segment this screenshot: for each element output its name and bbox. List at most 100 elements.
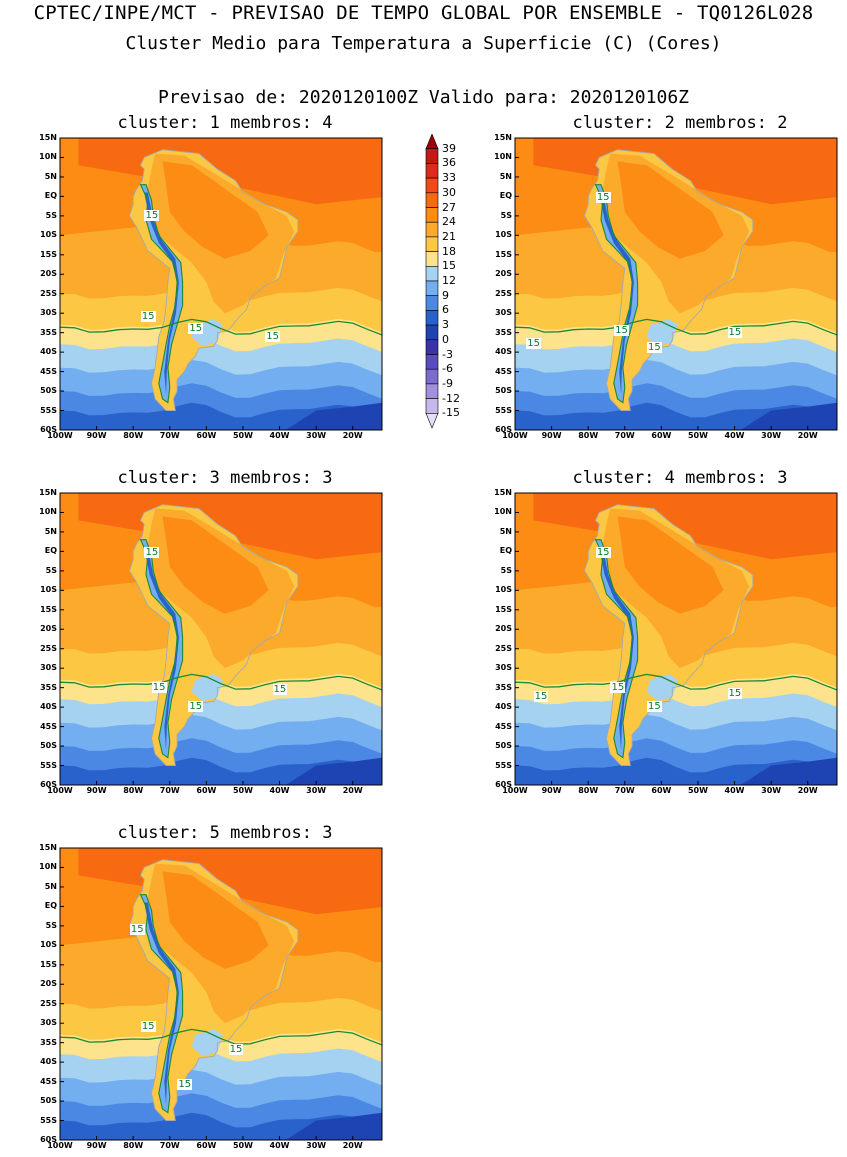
contour-label: 15 [727,326,743,338]
lon-tick-label: 60W [651,431,672,440]
legend-swatch [425,177,439,194]
contour-label: 15 [265,330,280,342]
lon-tick-label: 20W [797,786,818,795]
lat-tick-label: 25S [40,288,57,298]
lon-tick-label: 60W [196,1141,217,1150]
legend-level-label: 15 [442,259,456,273]
lat-tick-label: EQ [44,191,57,201]
lon-tick-label: 100W [47,1141,73,1150]
lon-tick-label: 80W [123,431,144,440]
map-plot-5 [59,847,383,1141]
lon-tick-label: 70W [159,431,180,440]
lat-tick-label: 15S [495,249,512,259]
lon-tick-label: 30W [761,786,782,795]
map-frame [59,492,383,786]
lat-tick-label: 5N [499,526,512,536]
contour-label: 15 [151,681,167,693]
legend-swatch [425,324,439,341]
hot-interior [162,161,269,259]
contour-label: 15 [144,209,160,221]
cold-area [285,757,382,785]
lat-tick-label: 10N [39,152,57,162]
lat-tick-label: 5S [45,920,57,930]
lat-tick-label: 20S [40,624,57,634]
lat-tick-label: 10S [495,585,512,595]
lat-tick-label: 55S [40,405,57,415]
legend-level-label: 30 [442,185,456,199]
lon-tick-label: 60W [651,786,672,795]
lat-tick-label: 15N [39,488,57,497]
contour-label: 15 [526,338,542,350]
lat-tick-label: EQ [44,901,57,911]
lat-tick-label: 20S [40,979,57,989]
lat-tick-label: 10N [494,507,512,517]
legend-level-label: 39 [442,141,456,155]
lon-tick-label: 90W [541,786,562,795]
lat-tick-label: 55S [40,1115,57,1125]
lon-tick-label: 50W [232,1141,253,1150]
lat-tick-label: 50S [40,741,57,751]
legend-swatch [425,207,439,223]
legend-swatch [425,295,439,311]
hot-interior [162,516,269,614]
legend-swatch [425,236,439,252]
contour-15c [515,673,837,691]
lat-tick-label: 45S [40,366,57,376]
legend-swatch [425,398,439,414]
lat-tick-label: 40S [495,702,512,712]
lat-tick-label: 25S [495,288,512,298]
lat-tick-label: 40S [40,702,57,712]
contour-label: 15 [647,342,662,354]
lat-tick-label: 10S [40,230,57,240]
coastline [129,149,299,411]
map-plot-4 [514,492,838,786]
legend-swatch [425,251,439,267]
contour-15c [515,318,837,336]
main-title: CPTEC/INPE/MCT - PREVISAO DE TEMPO GLOBA… [33,2,814,24]
lon-tick-label: 80W [578,431,599,440]
contour-15c-andes [139,894,184,1114]
lon-tick-label: 40W [269,1141,290,1150]
lat-tick-label: 5N [44,881,57,891]
legend-level-label: 27 [442,200,456,214]
contour-15c-andes [139,184,184,404]
hot-interior [617,516,724,614]
lat-tick-label: 35S [40,327,57,337]
lat-tick-label: 10N [39,507,57,517]
lat-tick-label: 15N [494,133,512,142]
legend-swatch [425,133,439,149]
lat-tick-label: 40S [40,1057,57,1067]
lat-tick-label: 10S [40,585,57,595]
legend-level-label: -9 [442,376,453,390]
coastline [129,504,299,766]
lat-tick-label: 25S [40,643,57,653]
panel-title-4: cluster: 4 membros: 3 [572,468,788,488]
coastline [584,149,754,411]
map-plot-3 [59,492,383,786]
legend-level-label: 33 [442,171,456,185]
lat-tick-label: 50S [495,741,512,751]
lat-tick-label: 25S [40,998,57,1008]
contour-15c-andes [594,184,639,404]
contour-label: 15 [595,547,611,559]
legend-level-label: 36 [442,156,456,170]
lon-tick-label: 90W [86,786,107,795]
map-panel-cluster-2: 15N 10N 5N EQ 5S 10S 15S 20S 25S 30S 35S 40S 45S 50S 5… [494,133,838,440]
legend-swatch [425,310,439,326]
contour-label: 15 [610,681,626,693]
contour-15c [60,1028,382,1046]
lat-tick-label: 60S [495,425,512,434]
lon-tick-label: 100W [47,786,73,795]
lon-tick-label: 100W [502,786,528,795]
lon-tick-label: 90W [86,1141,107,1150]
contour-label: 15 [140,311,156,323]
map-frame [514,137,838,431]
lat-tick-label: 50S [40,386,57,396]
lat-tick-label: 10S [495,230,512,240]
contour-15c-andes [594,539,639,759]
lat-tick-label: 45S [495,366,512,376]
map-frame [59,137,383,431]
legend-level-label: 9 [442,288,449,302]
lat-tick-label: 15N [39,133,57,142]
lat-tick-label: 25S [495,643,512,653]
